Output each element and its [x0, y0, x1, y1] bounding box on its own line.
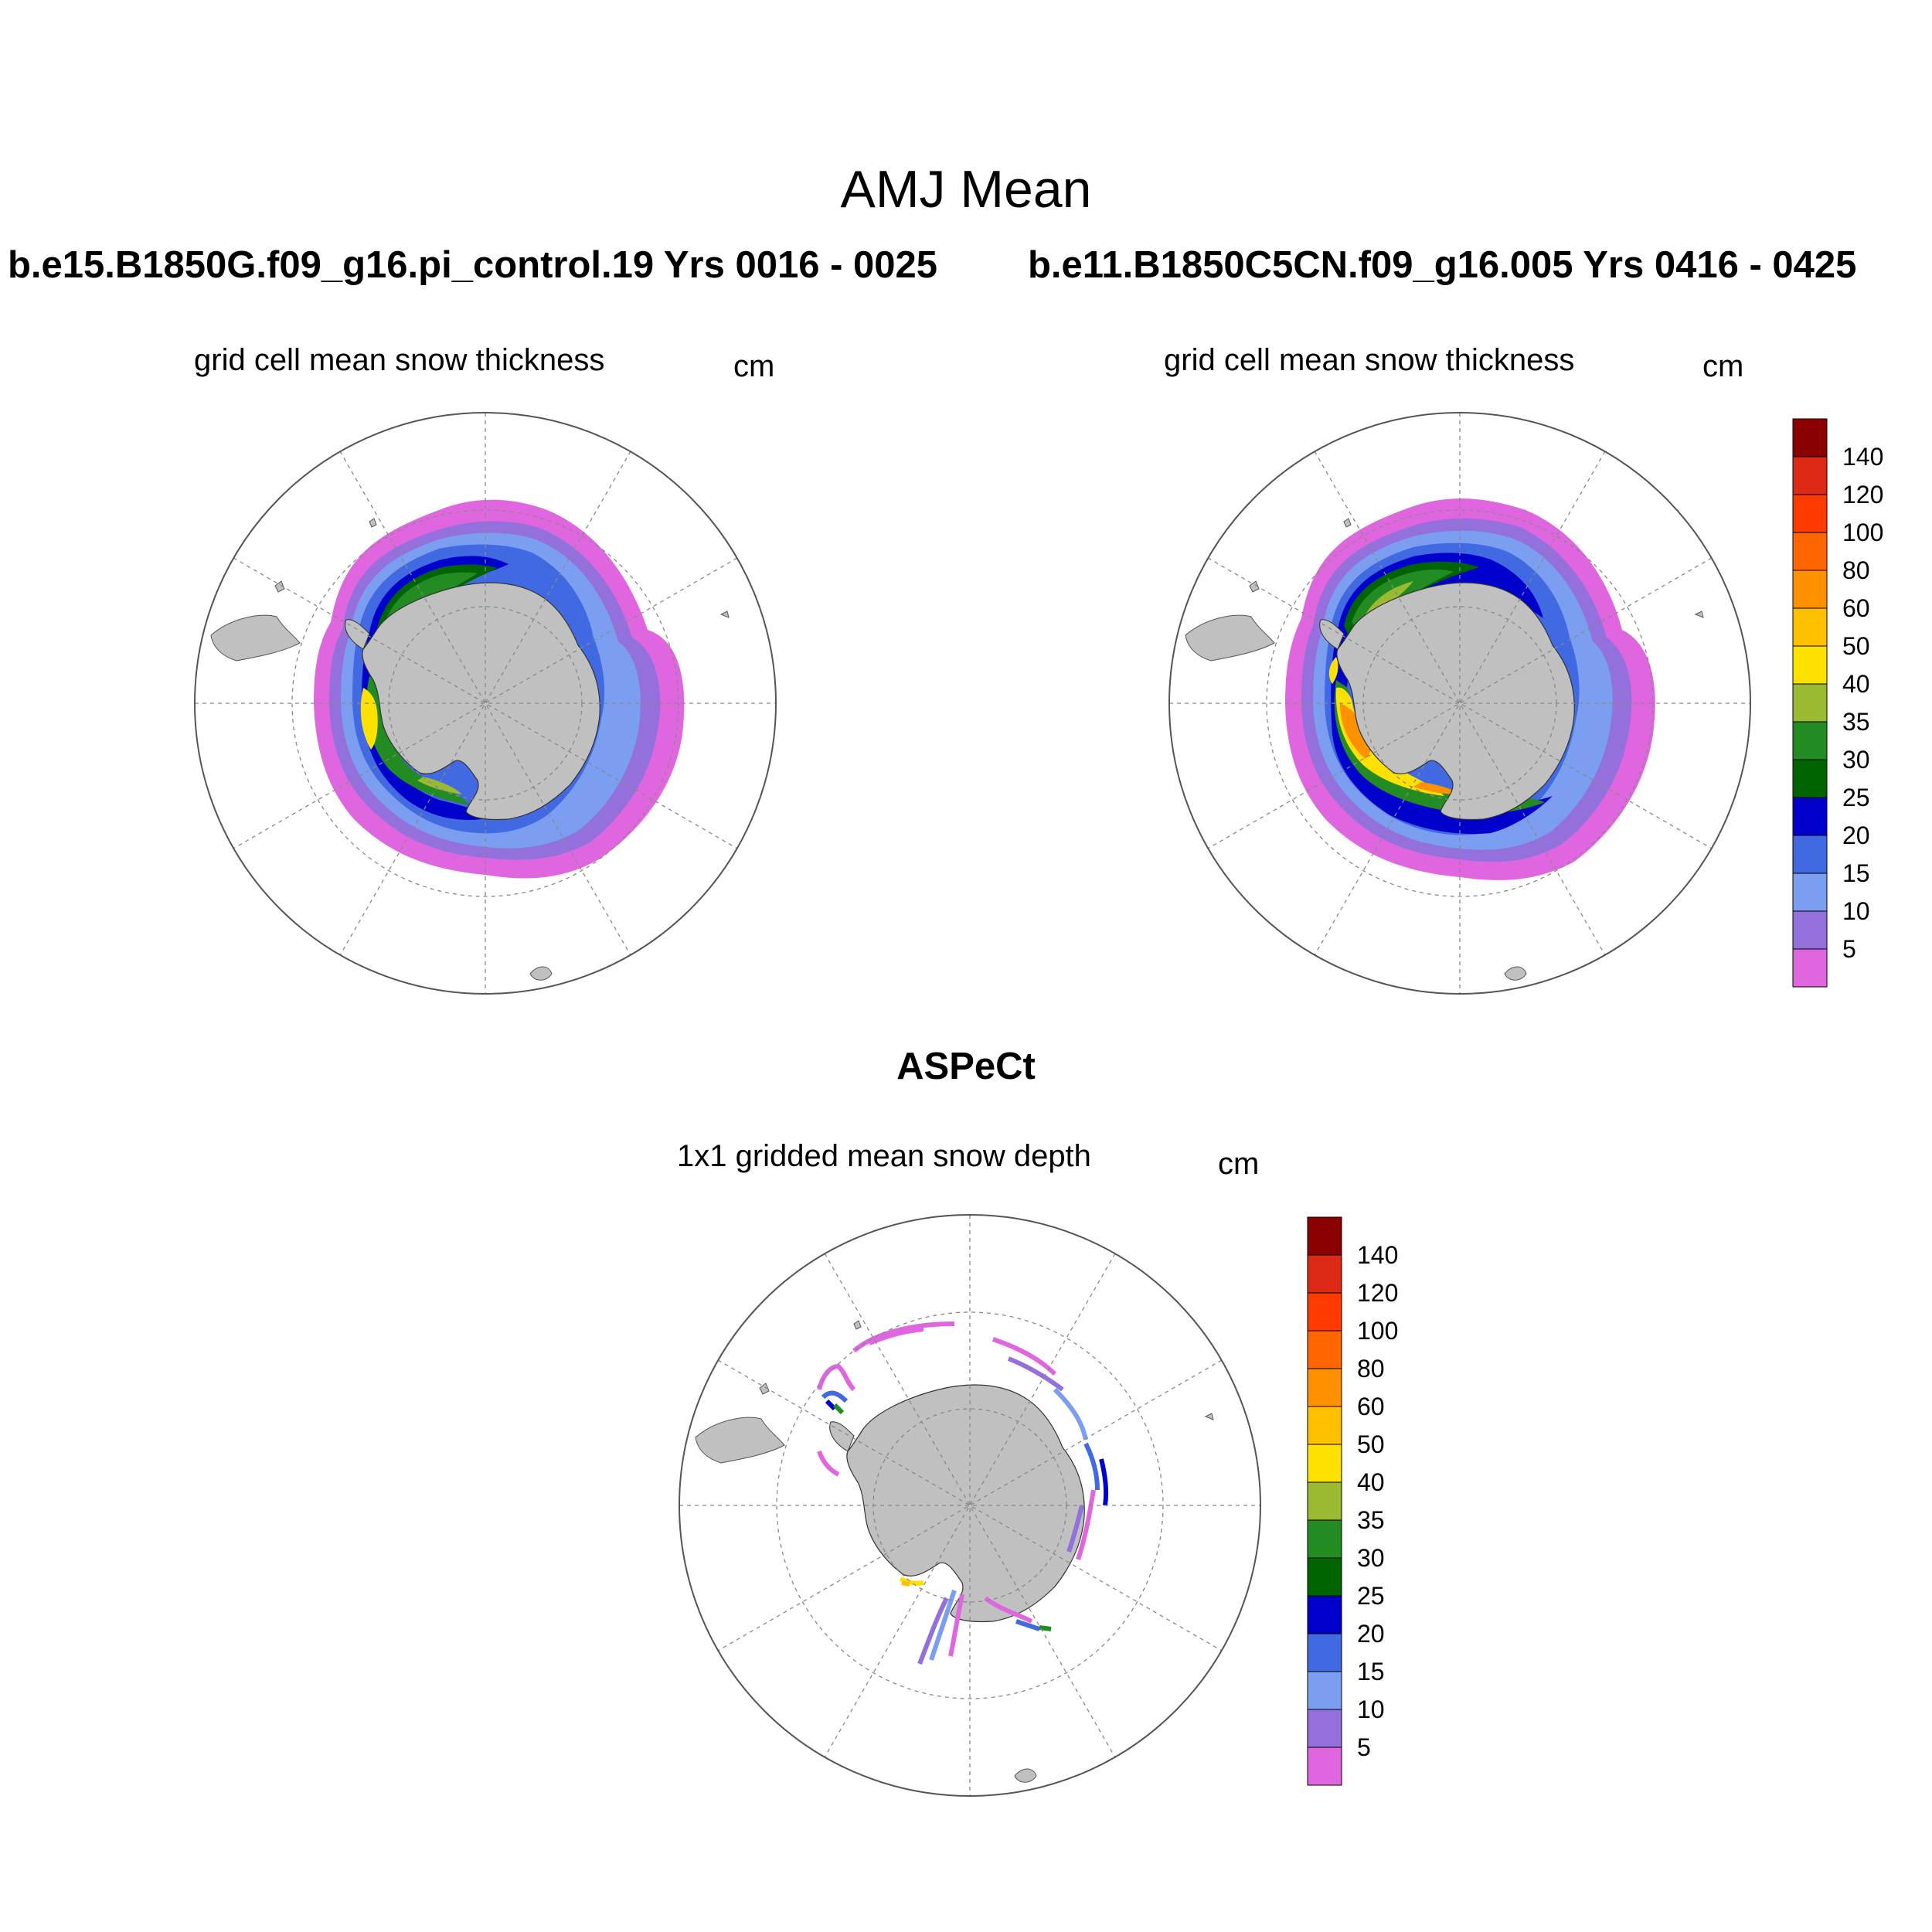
colorbar-swatch [1792, 532, 1828, 571]
colorbar-label: 60 [1357, 1393, 1385, 1420]
units-right: cm [1702, 349, 1744, 383]
colorbar-label: 50 [1842, 632, 1870, 660]
colorbar-label: 100 [1842, 519, 1883, 546]
colorbar-label: 140 [1842, 443, 1883, 471]
colorbar-swatch [1792, 607, 1828, 647]
map-left [194, 412, 777, 995]
colorbar-label: 20 [1357, 1620, 1385, 1648]
colorbar-swatch [1792, 418, 1828, 457]
colorbar-label: 40 [1357, 1468, 1385, 1496]
colorbar-swatch [1792, 456, 1828, 495]
colorbar-top: 140 120 100 80 60 50 40 35 30 25 20 15 10 5 [1792, 418, 1883, 988]
colorbar-label: 5 [1842, 935, 1856, 963]
colorbar-swatch [1792, 759, 1828, 798]
colorbar-label: 120 [1357, 1279, 1398, 1307]
colorbar-swatch [1307, 1633, 1342, 1672]
colorbar-swatch [1792, 948, 1828, 988]
colorbar-label: 40 [1842, 670, 1870, 698]
colorbar-swatch [1307, 1747, 1342, 1786]
colorbar-swatch [1307, 1254, 1342, 1294]
colorbar-swatch [1792, 494, 1828, 533]
colorbar-label: 80 [1357, 1355, 1385, 1383]
colorbar-swatch [1792, 683, 1828, 723]
colorbar-swatch [1307, 1519, 1342, 1559]
colorbar-label: 100 [1357, 1317, 1398, 1345]
colorbar-swatch [1307, 1444, 1342, 1483]
colorbar-swatch [1792, 645, 1828, 685]
colorbar-swatch [1307, 1595, 1342, 1634]
colorbar-swatch [1307, 1292, 1342, 1332]
model-title-right: b.e11.B1850C5CN.f09_g16.005 Yrs 0416 - 0… [1028, 244, 1857, 286]
colorbar-label: 30 [1842, 746, 1870, 774]
colorbar-label: 60 [1842, 594, 1870, 622]
model-title-left: b.e15.B1850G.f09_g16.pi_control.19 Yrs 0… [8, 244, 938, 286]
colorbar-label: 35 [1357, 1506, 1385, 1534]
colorbar-label: 140 [1357, 1241, 1398, 1269]
colorbar-label: 20 [1842, 821, 1870, 849]
colorbar-label: 15 [1357, 1658, 1385, 1685]
panel-title-right: grid cell mean snow thickness [1164, 343, 1575, 377]
colorbar-swatch [1307, 1330, 1342, 1369]
panel-title-obs: 1x1 gridded mean snow depth [677, 1139, 1091, 1173]
colorbar-label: 10 [1357, 1696, 1385, 1723]
colorbar-swatch [1307, 1368, 1342, 1407]
colorbar-label: 30 [1357, 1544, 1385, 1572]
colorbar-swatch [1307, 1709, 1342, 1748]
colorbar-swatch [1792, 570, 1828, 609]
colorbar-swatch [1307, 1557, 1342, 1597]
colorbar-label: 50 [1357, 1430, 1385, 1458]
panel-title-left: grid cell mean snow thickness [194, 343, 605, 377]
colorbar-label: 15 [1842, 859, 1870, 887]
colorbar-label: 25 [1357, 1582, 1385, 1610]
colorbar-label: 5 [1357, 1733, 1371, 1761]
colorbar-swatch [1792, 797, 1828, 836]
colorbar-swatch [1307, 1216, 1342, 1256]
colorbar-swatch [1792, 910, 1828, 950]
colorbar-swatch [1792, 872, 1828, 912]
colorbar-label: 35 [1842, 708, 1870, 736]
colorbar-label: 25 [1842, 784, 1870, 811]
map-obs [679, 1214, 1261, 1797]
colorbar-label: 120 [1842, 481, 1883, 509]
units-left: cm [733, 349, 775, 383]
colorbar-swatch [1307, 1406, 1342, 1445]
colorbar-swatch [1792, 835, 1828, 874]
colorbar-label: 10 [1842, 897, 1870, 925]
colorbar-swatch [1307, 1671, 1342, 1710]
colorbar-label: 80 [1842, 556, 1870, 584]
map-right [1168, 412, 1751, 995]
obs-title: ASPeCt [896, 1046, 1036, 1087]
figure-title: AMJ Mean [840, 160, 1092, 219]
colorbar-bottom: 140 120 100 80 60 50 40 35 30 25 20 15 10 5 [1307, 1216, 1398, 1786]
colorbar-swatch [1307, 1481, 1342, 1521]
colorbar-swatch [1792, 721, 1828, 760]
units-obs: cm [1218, 1147, 1260, 1181]
